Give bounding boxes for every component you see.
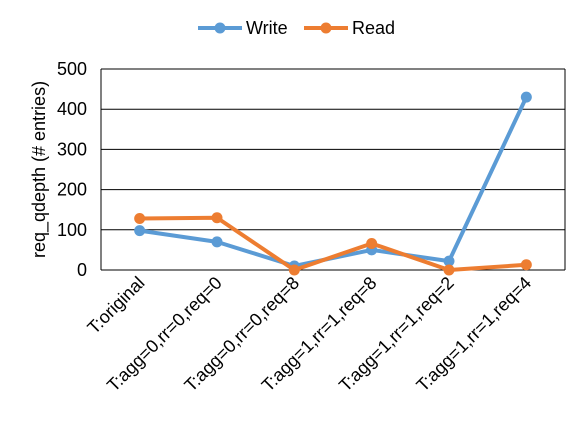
data-point-read: [288, 264, 300, 276]
y-axis-title: req_qdepth (# entries): [29, 81, 50, 258]
series-layer: [134, 91, 532, 276]
x-tick-label: T:original: [83, 273, 148, 338]
data-point-read: [443, 264, 455, 276]
data-point-read: [366, 237, 378, 249]
legend-label-read: Read: [352, 18, 395, 38]
legend-marker-read: [320, 22, 332, 34]
legend: Write Read: [198, 18, 395, 38]
grid: [100, 68, 566, 271]
y-tick-label: 300: [57, 139, 87, 159]
legend-marker-write: [214, 22, 226, 34]
series-line-write: [137, 95, 529, 268]
legend-label-write: Write: [246, 18, 288, 38]
x-axis: T:originalT:agg=0,rr=0,req=0T:agg=0,rr=0…: [83, 273, 535, 396]
series-line-read: [137, 215, 529, 272]
y-tick-label: 200: [57, 180, 87, 200]
data-point-write: [134, 225, 146, 237]
series-read: [134, 212, 532, 276]
legend-item-write: Write: [198, 18, 288, 38]
data-point-read: [134, 213, 146, 225]
legend-item-read: Read: [304, 18, 395, 38]
y-tick-label: 100: [57, 220, 87, 240]
data-point-write: [211, 236, 223, 248]
series-write: [134, 91, 532, 272]
y-tick-label: 400: [57, 99, 87, 119]
y-tick-label: 500: [57, 59, 87, 79]
data-point-write: [520, 91, 532, 103]
data-point-read: [211, 212, 223, 224]
data-point-write: [443, 255, 455, 267]
y-tick-label: 0: [77, 260, 87, 280]
data-point-read: [520, 259, 532, 271]
y-axis: 0 100 200 300 400 500: [57, 59, 87, 280]
